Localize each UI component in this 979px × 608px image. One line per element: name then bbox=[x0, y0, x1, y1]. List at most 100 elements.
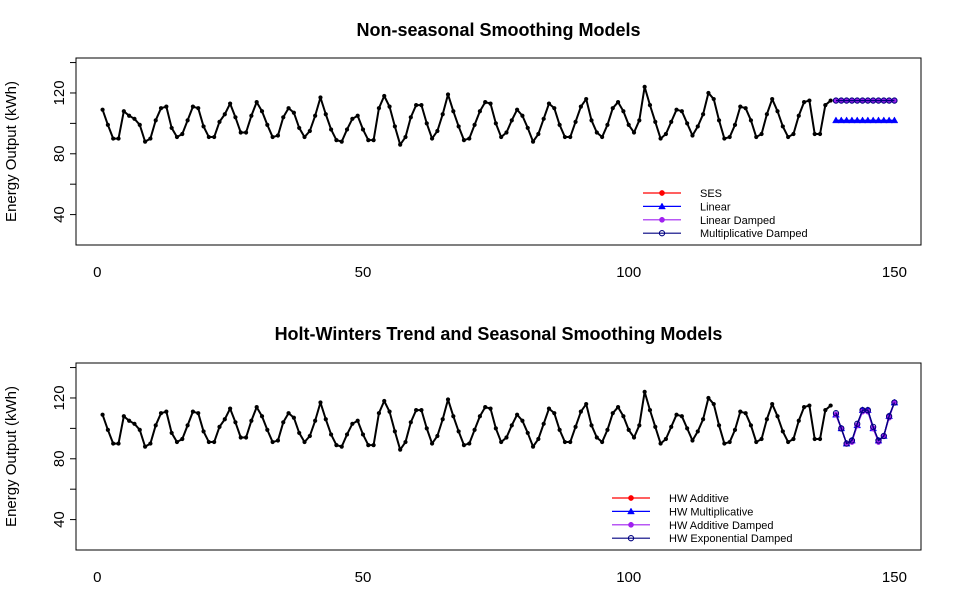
x-tick-label: 100 bbox=[616, 569, 641, 586]
legend-marker bbox=[659, 190, 665, 196]
data-point bbox=[621, 109, 626, 114]
data-point bbox=[297, 125, 302, 131]
data-point bbox=[206, 134, 211, 140]
data-point bbox=[419, 103, 424, 108]
data-point bbox=[832, 116, 840, 124]
data-point bbox=[158, 411, 164, 416]
data-point bbox=[493, 121, 498, 126]
data-point bbox=[812, 436, 817, 442]
data-point bbox=[137, 122, 142, 127]
data-point bbox=[254, 404, 259, 410]
data-point bbox=[169, 125, 174, 131]
data-point bbox=[780, 429, 785, 434]
data-point bbox=[190, 409, 196, 414]
data-point bbox=[291, 110, 296, 115]
data-point bbox=[180, 131, 185, 137]
data-point bbox=[891, 97, 898, 104]
data-point bbox=[185, 118, 190, 123]
data-point bbox=[371, 137, 376, 143]
data-point bbox=[281, 115, 286, 120]
legend-marker bbox=[659, 216, 665, 223]
data-point bbox=[445, 397, 451, 402]
y-tick-label: 80 bbox=[51, 450, 68, 467]
data-point bbox=[121, 414, 126, 419]
data-point bbox=[796, 113, 801, 118]
data-point bbox=[541, 116, 546, 121]
data-point bbox=[254, 99, 259, 105]
data-point bbox=[249, 418, 254, 423]
data-point bbox=[562, 439, 568, 445]
legend-marker bbox=[628, 495, 634, 501]
legend-marker bbox=[658, 230, 666, 237]
data-point bbox=[477, 109, 482, 114]
data-point bbox=[174, 134, 180, 140]
data-point bbox=[318, 400, 323, 405]
data-point bbox=[100, 412, 105, 417]
data-point bbox=[759, 436, 764, 442]
data-point bbox=[509, 423, 514, 428]
data-point bbox=[238, 130, 243, 135]
data-point bbox=[424, 121, 429, 126]
data-point bbox=[456, 429, 461, 434]
data-point bbox=[504, 130, 509, 135]
data-point bbox=[499, 134, 504, 140]
series-line bbox=[101, 390, 832, 451]
data-point bbox=[727, 134, 732, 140]
data-point bbox=[392, 429, 397, 434]
x-tick-label: 0 bbox=[93, 264, 101, 281]
data-point bbox=[679, 109, 684, 114]
data-point bbox=[360, 127, 366, 132]
data-point bbox=[259, 414, 265, 419]
data-point bbox=[695, 124, 700, 129]
data-point bbox=[690, 438, 695, 443]
data-point bbox=[270, 439, 275, 445]
data-point bbox=[243, 130, 249, 135]
data-point bbox=[387, 409, 392, 414]
x-tick-label: 150 bbox=[882, 264, 907, 281]
data-point bbox=[738, 409, 743, 414]
data-point bbox=[265, 427, 270, 432]
data-point bbox=[615, 99, 621, 105]
data-point bbox=[435, 433, 440, 439]
data-point bbox=[222, 112, 227, 117]
data-point bbox=[801, 404, 807, 410]
data-point bbox=[499, 439, 504, 445]
data-point bbox=[600, 439, 605, 445]
data-point bbox=[775, 414, 780, 419]
data-point bbox=[791, 436, 796, 442]
data-point bbox=[286, 411, 291, 416]
data-point bbox=[350, 421, 355, 426]
data-point bbox=[874, 116, 883, 124]
data-point bbox=[164, 409, 169, 414]
legend-marker bbox=[627, 535, 635, 542]
x-tick-label: 0 bbox=[93, 569, 101, 586]
data-point bbox=[461, 137, 467, 143]
data-point bbox=[238, 435, 243, 440]
data-point bbox=[344, 127, 350, 132]
data-point bbox=[631, 130, 637, 135]
data-point bbox=[748, 118, 754, 123]
data-point bbox=[185, 423, 190, 428]
data-point bbox=[669, 119, 674, 124]
chart-title: Holt-Winters Trend and Seasonal Smoothin… bbox=[275, 324, 723, 344]
data-point bbox=[387, 104, 392, 109]
data-point bbox=[275, 133, 281, 138]
data-point bbox=[706, 395, 711, 401]
forecast-series-multiplicative-damped bbox=[832, 97, 898, 104]
data-point bbox=[180, 436, 185, 442]
data-point bbox=[228, 101, 233, 106]
x-tick-label: 50 bbox=[355, 264, 372, 281]
data-point bbox=[615, 404, 621, 410]
legend-marker bbox=[627, 507, 635, 515]
data-point bbox=[467, 441, 472, 446]
data-point bbox=[445, 92, 451, 97]
data-point bbox=[716, 423, 722, 428]
data-point bbox=[685, 121, 690, 126]
data-point bbox=[249, 113, 254, 118]
data-point bbox=[398, 142, 403, 147]
data-point bbox=[621, 414, 626, 419]
data-point bbox=[520, 418, 525, 423]
data-point bbox=[398, 447, 403, 452]
data-point bbox=[711, 96, 716, 102]
